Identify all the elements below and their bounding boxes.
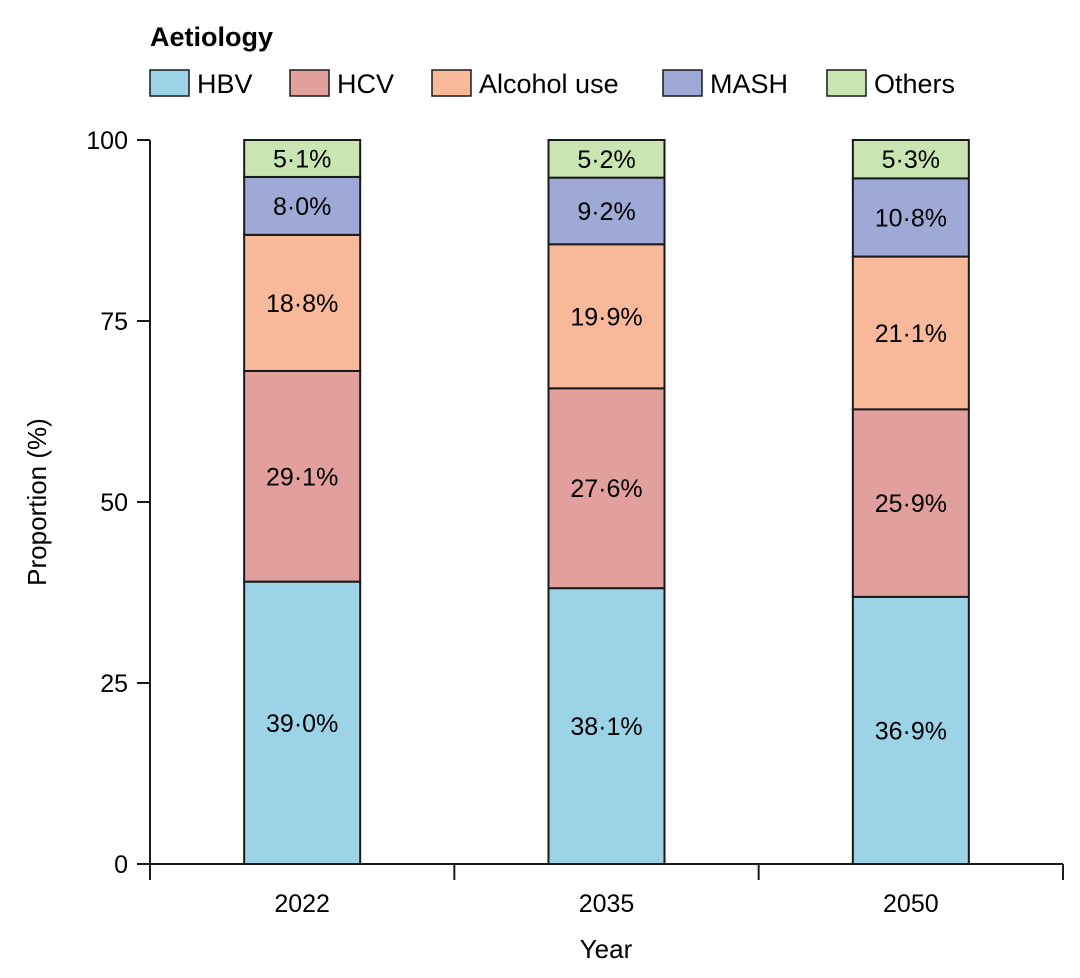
y-tick-label-25: 25 <box>100 670 128 698</box>
legend-swatch-alcohol-use <box>431 69 472 97</box>
bar-segment-others-2022 <box>243 139 362 178</box>
legend-label-hbv: HBV <box>197 69 253 99</box>
data-label-hbv-2022: 39·0% <box>266 710 338 738</box>
data-label-others-2022: 5·1% <box>273 145 331 173</box>
y-tick-label-0: 0 <box>114 851 128 879</box>
data-label-others-2035: 5·2% <box>577 146 635 174</box>
legend-swatch-hcv <box>289 69 330 97</box>
data-label-mash-2022: 8·0% <box>273 193 331 221</box>
bar-segment-mash-2022 <box>243 175 362 236</box>
legend-label-hcv: HCV <box>337 69 394 99</box>
data-label-others-2050: 5·3% <box>882 146 940 174</box>
legend-swatch-hbv <box>149 69 190 97</box>
bar-segment-alcohol-use-2035 <box>547 243 666 390</box>
data-label-alcohol-use-2022: 18·8% <box>266 290 338 318</box>
legend-title: Aetiology <box>150 22 273 52</box>
bar-segment-hbv-2050 <box>851 595 970 865</box>
data-label-hcv-2022: 29·1% <box>266 463 338 491</box>
y-tick-label-100: 100 <box>86 127 128 155</box>
bar-group-2035: 38·1% 27·6% 19·9% 9·2% 5·2% <box>547 139 666 865</box>
data-label-mash-2050: 10·8% <box>875 204 947 232</box>
bar-segment-hbv-2022 <box>243 580 362 865</box>
axes: 0 25 50 75 100 2022 2035 2050 <box>86 127 1064 918</box>
x-tick-label-2035: 2035 <box>579 890 635 918</box>
bars: 39·0% 29·1% 18·8% 8·0% 5·1% 38·1% 27·6% 19·9% 9·… <box>243 139 970 865</box>
legend: HBV HCV Alcohol use MASH Others <box>149 69 955 99</box>
bar-group-2050: 36·9% 25·9% 21·1% 10·8% 5·3% <box>851 139 970 865</box>
legend-swatch-others <box>826 69 867 97</box>
legend-label-alcohol-use: Alcohol use <box>479 69 619 99</box>
bar-segment-hcv-2035 <box>547 387 666 590</box>
legend-label-others: Others <box>874 69 955 99</box>
bar-segment-hcv-2022 <box>243 369 362 583</box>
data-label-hbv-2035: 38·1% <box>570 713 642 741</box>
y-tick-label-75: 75 <box>100 308 128 336</box>
legend-swatch-mash <box>662 69 703 97</box>
bar-segment-hbv-2035 <box>547 587 666 865</box>
y-tick-label-50: 50 <box>100 489 128 517</box>
legend-label-mash: MASH <box>710 69 788 99</box>
bar-segment-others-2050 <box>851 139 970 180</box>
data-label-hcv-2050: 25·9% <box>875 490 947 518</box>
bar-segment-others-2035 <box>547 139 666 179</box>
data-label-hbv-2050: 36·9% <box>875 717 947 745</box>
data-label-alcohol-use-2035: 19·9% <box>570 303 642 331</box>
x-tick-label-2022: 2022 <box>274 890 330 918</box>
x-axis-title: Year <box>580 934 633 964</box>
bar-segment-hcv-2050 <box>851 408 970 598</box>
bar-segment-mash-2035 <box>547 176 666 246</box>
data-label-hcv-2035: 27·6% <box>570 475 642 503</box>
data-label-mash-2035: 9·2% <box>577 198 635 226</box>
bar-segment-alcohol-use-2050 <box>851 255 970 411</box>
bar-group-2022: 39·0% 29·1% 18·8% 8·0% 5·1% <box>243 139 362 865</box>
x-tick-label-2050: 2050 <box>883 890 939 918</box>
y-axis-title: Proportion (%) <box>22 418 52 586</box>
data-label-alcohol-use-2050: 21·1% <box>875 320 947 348</box>
